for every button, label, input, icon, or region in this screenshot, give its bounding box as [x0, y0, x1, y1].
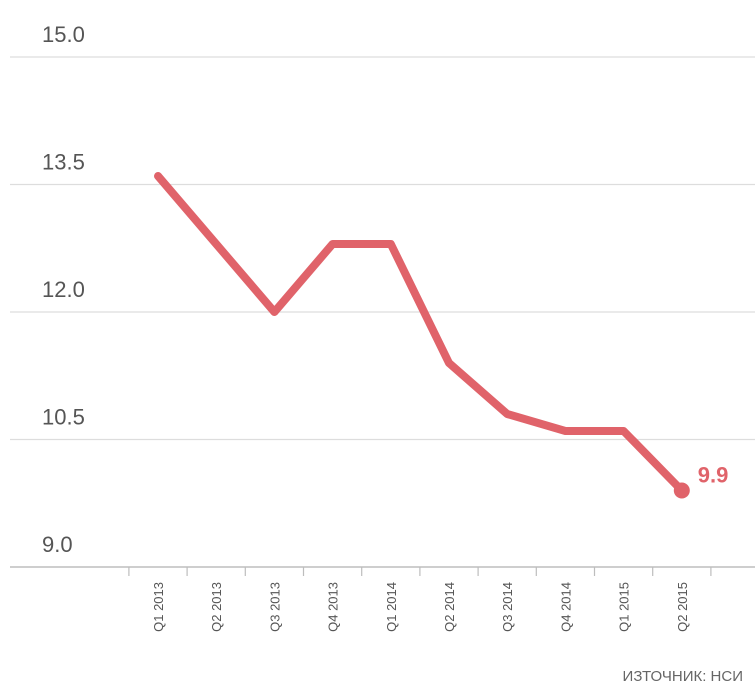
x-tick-label: Q2 2013 [209, 582, 224, 632]
source-note: ИЗТОЧНИК: НСИ [622, 668, 743, 685]
x-tick-label: Q4 2014 [558, 582, 573, 632]
x-tick-label: Q3 2014 [500, 582, 515, 632]
series-layer [154, 172, 686, 495]
x-tick-label: Q4 2013 [326, 582, 341, 632]
gridlines [10, 56, 755, 568]
data-point-marker [673, 482, 690, 499]
x-axis: Q1 2013 Q2 2013 Q3 2013 Q4 2013 Q1 2014 Q2 20… [128, 567, 712, 632]
x-tick-label: Q1 2015 [617, 582, 632, 632]
x-tick-label: Q2 2014 [442, 582, 457, 632]
x-tick-label: Q3 2013 [267, 582, 282, 632]
y-axis-ticks: 15.0 13.5 12.0 10.5 9.0 [42, 22, 85, 557]
x-tick-label: Q1 2013 [151, 582, 166, 632]
annotations: 9.9 [673, 463, 729, 499]
x-tick-label: Q1 2014 [384, 582, 399, 632]
y-tick-label: 12.0 [42, 277, 85, 302]
y-tick-label: 15.0 [42, 22, 85, 47]
series-line [154, 172, 686, 495]
x-tick-label: Q2 2015 [675, 582, 690, 632]
y-tick-label: 9.0 [42, 532, 73, 557]
data-label: 9.9 [698, 463, 729, 488]
y-tick-label: 10.5 [42, 405, 85, 430]
y-tick-label: 13.5 [42, 150, 85, 175]
